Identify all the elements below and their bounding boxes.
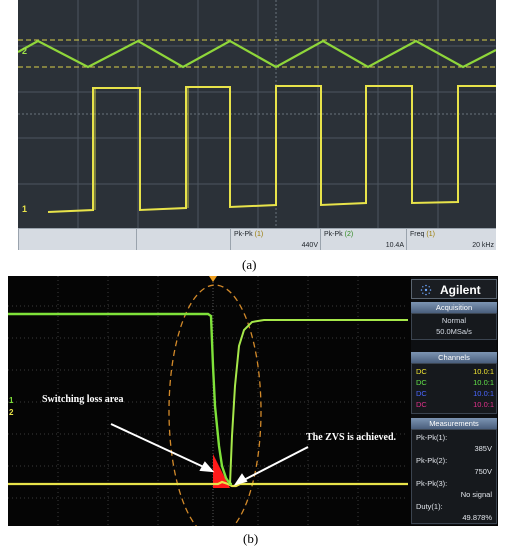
agilent-spark-icon	[420, 284, 432, 296]
acquisition-panel: Normal 50.0MSa/s	[411, 313, 497, 340]
acquisition-rate: 50.0MSa/s	[436, 327, 472, 336]
channels-panel: DC 10.0:1 DC 10.0:1 DC 10.0:1 DC 10.0:1	[411, 363, 497, 414]
voltage-trace-b	[8, 480, 408, 488]
meas-label-pkpk1: Pk-Pk(1):	[416, 433, 448, 442]
switching-loss-label: Switching loss area	[42, 394, 124, 405]
brand-name: Agilent	[440, 283, 481, 297]
channel-2-marker-b[interactable]: 2	[9, 408, 14, 417]
meas-value-pkpk2: 750V	[474, 467, 492, 476]
meas-label-pkpk3: Pk-Pk(3):	[416, 479, 448, 488]
caption-b: (b)	[243, 531, 259, 546]
meas-cell-pkpk-2[interactable]: Pk-Pk (2) 10.4A	[320, 229, 407, 250]
channel-row-4[interactable]: DC 10.0:1	[416, 400, 494, 409]
meas-value-duty1: 49.878%	[462, 513, 492, 522]
annotation-arrows	[110, 423, 309, 486]
triangle-current-trace	[18, 39, 496, 69]
measurement-bar-a: Pk-Pk (1) 440V Pk-Pk (2) 10.4A Freq (1) …	[18, 228, 496, 250]
zvs-label: The ZVS is achieved.	[306, 432, 397, 443]
meas-label-duty1: Duty(1):	[416, 502, 443, 511]
caption-a: (a)	[242, 257, 257, 272]
square-voltage-trace	[47, 85, 496, 213]
oscilloscope-screen-b: Switching loss area The ZVS is achieved.…	[8, 276, 498, 526]
meas-label-pkpk2: Pk-Pk(2):	[416, 456, 448, 465]
meas-value-pkpk1: 385V	[474, 444, 492, 453]
meas-cell-empty-1	[18, 229, 137, 250]
brand-header: Agilent	[411, 279, 497, 299]
channel-2-marker[interactable]: 2	[22, 46, 28, 56]
highlight-ellipse	[168, 284, 262, 526]
measurements-panel: Pk-Pk(1): 385V Pk-Pk(2): 750V Pk-Pk(3): …	[411, 429, 497, 524]
measurements-header[interactable]: Measurements	[411, 418, 497, 429]
channel-row-1[interactable]: DC 10.0:1	[416, 367, 494, 376]
channel-1-marker-b[interactable]: 1	[9, 396, 14, 405]
channels-header[interactable]: Channels	[411, 352, 497, 363]
waveform-plot-a	[18, 0, 496, 228]
meas-cell-pkpk-1[interactable]: Pk-Pk (1) 440V	[230, 229, 321, 250]
meas-cell-freq-1[interactable]: Freq (1) 20 kHz	[406, 229, 496, 250]
oscilloscope-screen-a: 2 1 Pk-Pk (1) 440V Pk-Pk (2) 10.4A Freq …	[18, 0, 496, 250]
gate-trace-b	[8, 312, 232, 486]
meas-value-pkpk3: No signal	[460, 490, 492, 499]
channel-1-marker[interactable]: 1	[22, 204, 28, 214]
acquisition-mode: Normal	[441, 316, 467, 325]
grid-a	[18, 0, 496, 228]
meas-cell-empty-2	[136, 229, 231, 250]
scope-sidebar: Agilent Acquisition Normal 50.0MSa/s Cha…	[411, 277, 497, 525]
channel-row-2[interactable]: DC 10.0:1	[416, 378, 494, 387]
rising-trace-b	[229, 319, 408, 485]
waveform-plot-b	[8, 276, 408, 526]
acquisition-header[interactable]: Acquisition	[411, 302, 497, 313]
channel-row-3[interactable]: DC 10.0:1	[416, 389, 494, 398]
trigger-marker	[209, 276, 217, 282]
